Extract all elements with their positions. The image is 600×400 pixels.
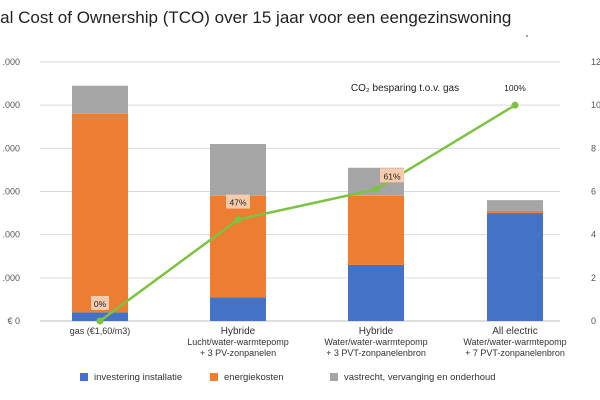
bar-segment	[72, 113, 128, 313]
legend-item-energiekosten: energiekosten	[210, 372, 284, 383]
legend-swatch	[210, 373, 218, 381]
bar-segment	[210, 297, 266, 321]
legend-label: investering installatie	[94, 372, 183, 383]
marker-dot	[526, 35, 528, 37]
y-tick-label-left: € 0	[7, 316, 20, 326]
co2-point	[96, 317, 104, 325]
y-tick-label-left: .000	[2, 273, 20, 283]
bar-segment	[210, 195, 266, 298]
co2-point	[234, 216, 242, 224]
data-label-bg	[380, 168, 404, 183]
legend-swatch	[80, 373, 88, 381]
y-tick-label-left: .000	[2, 230, 20, 240]
y-tick-label-left: .000	[2, 57, 20, 67]
data-label-bg	[226, 194, 250, 209]
bar-segment	[348, 195, 404, 265]
category-label: Water/water-warmtepomp	[324, 337, 427, 347]
y-tick-label-right: 0	[591, 316, 596, 326]
y-tick-label-right: 6	[591, 187, 596, 197]
category-name: Hybride	[359, 326, 394, 337]
category-name: Hybride	[221, 326, 256, 337]
category-label: + 7 PVT-zonpanelenbron	[465, 348, 565, 358]
bar-segment	[487, 200, 543, 211]
y-tick-label-right: 8	[591, 143, 596, 153]
bar-segment	[348, 264, 404, 321]
category-label: + 3 PVT-zonpanelenbron	[326, 348, 426, 358]
y-tick-label-left: .000	[2, 100, 20, 110]
bar-segment	[72, 312, 128, 321]
data-label: 0%	[94, 299, 107, 309]
y-tick-label-left: .000	[2, 187, 20, 197]
y-tick-label-right: 4	[591, 230, 596, 240]
co2-point	[372, 185, 380, 193]
co2-point	[511, 101, 519, 109]
category-label: Water/water-warmtepomp	[463, 337, 566, 347]
category-label: Lucht/water-warmtepomp	[187, 337, 289, 347]
data-label-bg	[91, 296, 109, 310]
bar-segment	[487, 210, 543, 214]
y-tick-label-left: .000	[2, 143, 20, 153]
y-tick-label-right: 2	[591, 273, 596, 283]
bar-segment	[210, 144, 266, 196]
legend-label: vastrecht, vervanging en onderhoud	[344, 372, 496, 383]
legend-label: energiekosten	[224, 372, 284, 383]
legend-item-vastrecht: vastrecht, vervanging en onderhoud	[330, 372, 496, 383]
bar-segment	[487, 213, 543, 321]
category-label: gas (€1,60/m3)	[70, 326, 131, 336]
y-tick-label-right: 10	[591, 100, 600, 110]
co2-line	[99, 104, 516, 323]
data-label: 47%	[229, 198, 246, 208]
data-label: 61%	[383, 171, 400, 181]
category-name: All electric	[492, 326, 538, 337]
co2-series-label: CO₂ besparing t.o.v. gas	[351, 83, 459, 94]
category-label: + 3 PV-zonpanelen	[200, 348, 276, 358]
chart-title: otal Cost of Ownership (TCO) over 15 jaa…	[0, 8, 512, 27]
legend-swatch	[330, 373, 338, 381]
legend-item-investering: investering installatie	[80, 372, 182, 383]
chart-legend: investering installatie energiekosten va…	[0, 372, 600, 392]
bar-segment	[72, 85, 128, 114]
data-label: 100%	[504, 83, 526, 93]
y-tick-label-right: 12	[591, 57, 600, 67]
